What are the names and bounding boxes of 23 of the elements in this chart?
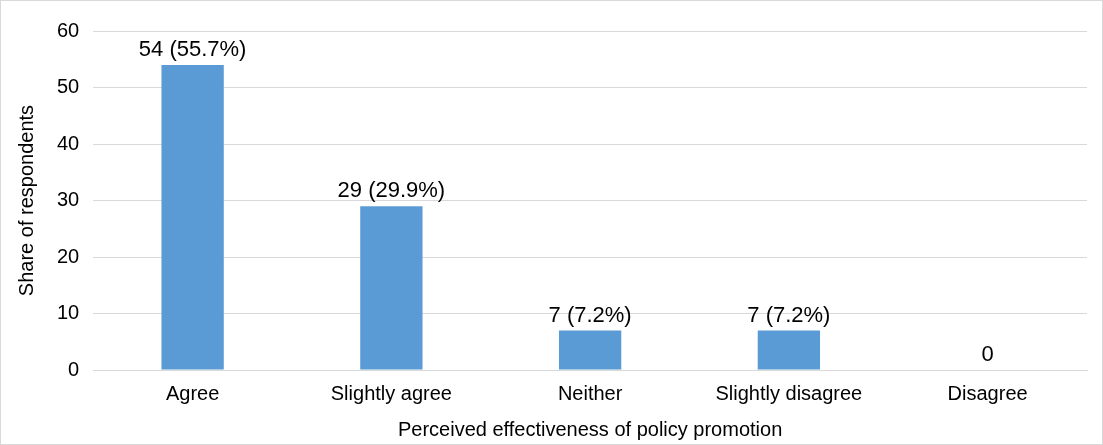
x-tick-label: Neither xyxy=(557,381,623,404)
y-tick-label: 40 xyxy=(57,131,80,154)
y-tick-label: 10 xyxy=(57,301,80,324)
x-tick-label: Agree xyxy=(165,381,220,404)
bar xyxy=(558,330,622,370)
bar xyxy=(360,206,423,370)
y-tick-label: 60 xyxy=(57,18,80,41)
x-tick-label: Slightly disagree xyxy=(715,381,863,404)
y-tick-label: 50 xyxy=(57,75,80,98)
y-tick-label: 30 xyxy=(57,188,80,211)
x-tick-label: Disagree xyxy=(947,381,1028,404)
y-tick-label: 20 xyxy=(57,244,80,267)
data-label: 0 xyxy=(981,341,994,367)
bar xyxy=(161,64,224,370)
data-label: 29 (29.9%) xyxy=(337,177,446,203)
data-label: 7 (7.2%) xyxy=(548,301,632,327)
bar xyxy=(757,330,821,370)
data-label: 54 (55.7%) xyxy=(138,35,247,61)
x-tick-label: Slightly agree xyxy=(330,381,452,404)
y-axis-title: Share of respondents xyxy=(14,104,37,297)
x-axis-title: Perceived effectiveness of policy promotion xyxy=(397,417,783,440)
y-tick-label: 0 xyxy=(68,357,80,380)
data-label: 7 (7.2%) xyxy=(747,301,831,327)
